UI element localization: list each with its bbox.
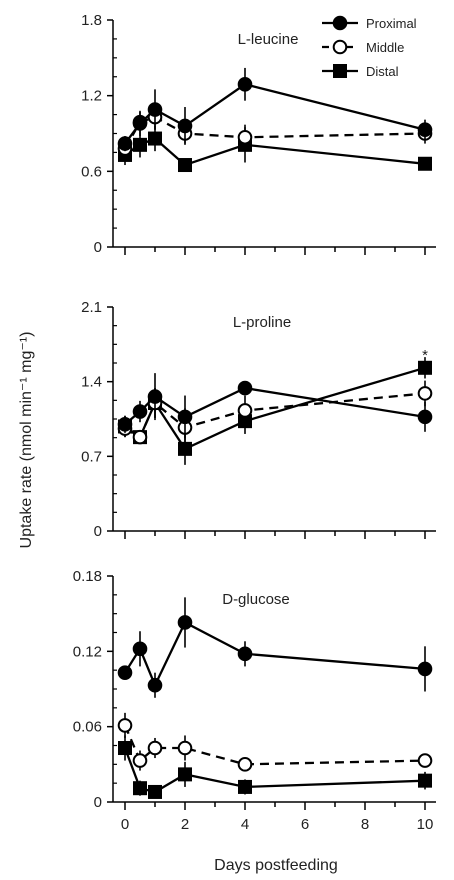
series-proximal	[117, 597, 433, 698]
marker-distal-legend	[333, 64, 347, 78]
y-tick-label: 0.7	[81, 448, 102, 465]
series-middle	[117, 380, 433, 447]
line-proximal	[124, 386, 426, 426]
marker-distal-4	[238, 779, 252, 794]
y-tick-label: 0.18	[73, 568, 102, 585]
marker-middle-legend	[332, 39, 348, 55]
y-tick-label: 0.6	[81, 163, 102, 180]
panel-l-leucine: 0 0.6 1.2 1.8 L-leucine	[81, 12, 436, 256]
x-tick-label: 6	[301, 816, 309, 833]
series-proximal	[117, 67, 433, 152]
marker-proximal-0	[117, 417, 133, 432]
series-proximal	[117, 373, 433, 439]
x-tick-label: 4	[241, 816, 249, 833]
marker-distal-2	[148, 131, 162, 146]
panel-label: D-glucose	[222, 591, 290, 608]
marker-distal-1	[133, 137, 147, 152]
marker-proximal-3	[177, 409, 193, 425]
legend-label-middle: Middle	[366, 40, 404, 55]
y-tick-label: 0.06	[73, 719, 102, 736]
y-axis-title: Uptake rate (nmol min⁻¹ mg⁻¹)	[18, 332, 35, 549]
y-tick-label: 1.2	[81, 88, 102, 105]
marker-middle-2	[147, 740, 163, 756]
x-axis-title: Days postfeeding	[214, 857, 338, 874]
marker-proximal-3	[177, 615, 193, 630]
panel-label: L-proline	[233, 314, 291, 331]
marker-distal-3	[178, 767, 192, 782]
marker-proximal-2	[147, 102, 163, 117]
panel-label: L-leucine	[238, 31, 299, 48]
marker-distal-1	[133, 781, 147, 796]
series-middle	[117, 712, 433, 772]
y-tick-label: 0	[94, 239, 102, 256]
line-middle	[124, 392, 426, 439]
marker-proximal-3	[177, 118, 193, 134]
marker-middle-4	[237, 757, 253, 772]
x-tick-label: 0	[121, 816, 129, 833]
marker-proximal-4	[237, 380, 253, 396]
legend-item-middle: Middle	[322, 39, 404, 55]
marker-proximal-legend	[332, 15, 348, 31]
line-middle	[124, 115, 426, 150]
x-tick-label: 2	[181, 816, 189, 833]
legend-item-distal: Distal	[322, 64, 399, 79]
marker-proximal-2	[147, 389, 163, 404]
marker-middle-3	[177, 740, 193, 756]
y-tick-label: 1.4	[81, 374, 102, 391]
line-distal	[124, 137, 426, 167]
marker-proximal-0	[117, 136, 133, 151]
marker-proximal-1	[132, 641, 148, 657]
annotation-0: *	[422, 347, 428, 364]
marker-middle-4	[237, 403, 253, 418]
y-tick-label: 0	[94, 523, 102, 540]
marker-proximal-2	[147, 677, 163, 693]
line-proximal	[124, 620, 426, 689]
marker-middle-5	[417, 386, 433, 401]
marker-proximal-5	[417, 122, 433, 138]
y-tick-label: 0	[94, 794, 102, 811]
legend-label-proximal: Proximal	[366, 16, 417, 31]
marker-middle-0	[117, 718, 133, 733]
x-tick-label: 8	[361, 816, 369, 833]
marker-proximal-5	[417, 409, 433, 425]
line-distal	[123, 747, 426, 794]
series-distal	[118, 125, 432, 173]
marker-middle-4	[237, 129, 253, 145]
legend-item-proximal: Proximal	[322, 15, 417, 31]
marker-middle-5	[417, 753, 433, 768]
marker-distal-2	[148, 784, 162, 799]
marker-distal-5	[418, 360, 432, 375]
marker-proximal-1	[132, 404, 148, 419]
panels: 00.61.21.8L-leucine00.71.42.1L-proline*0…	[73, 12, 436, 833]
series-distal	[118, 735, 432, 799]
legend: Proximal Middle Distal	[322, 15, 417, 79]
marker-proximal-1	[132, 116, 148, 131]
marker-middle-1	[132, 753, 148, 768]
marker-distal-5	[418, 156, 432, 171]
y-tick-label: 1.8	[81, 12, 102, 29]
y-tick-label: 2.1	[81, 299, 102, 316]
marker-middle-1	[132, 429, 148, 445]
marker-distal-3	[178, 158, 192, 173]
marker-proximal-4	[237, 646, 253, 662]
marker-proximal-5	[417, 661, 433, 677]
marker-proximal-0	[117, 665, 133, 680]
marker-distal-0	[118, 741, 132, 756]
panel-l-proline: 0 0.7 1.4 2.1 L-proline *	[81, 299, 436, 540]
legend-label-distal: Distal	[366, 64, 399, 79]
panel-d-glucose: 0 0.06 0.12 0.18 0 2 4 6 8 10 D-glucose	[73, 568, 436, 833]
y-tick-label: 0.12	[73, 643, 102, 660]
marker-distal-5	[418, 773, 432, 788]
marker-proximal-4	[237, 77, 253, 92]
line-middle	[123, 724, 426, 766]
x-tick-label: 10	[417, 816, 434, 833]
